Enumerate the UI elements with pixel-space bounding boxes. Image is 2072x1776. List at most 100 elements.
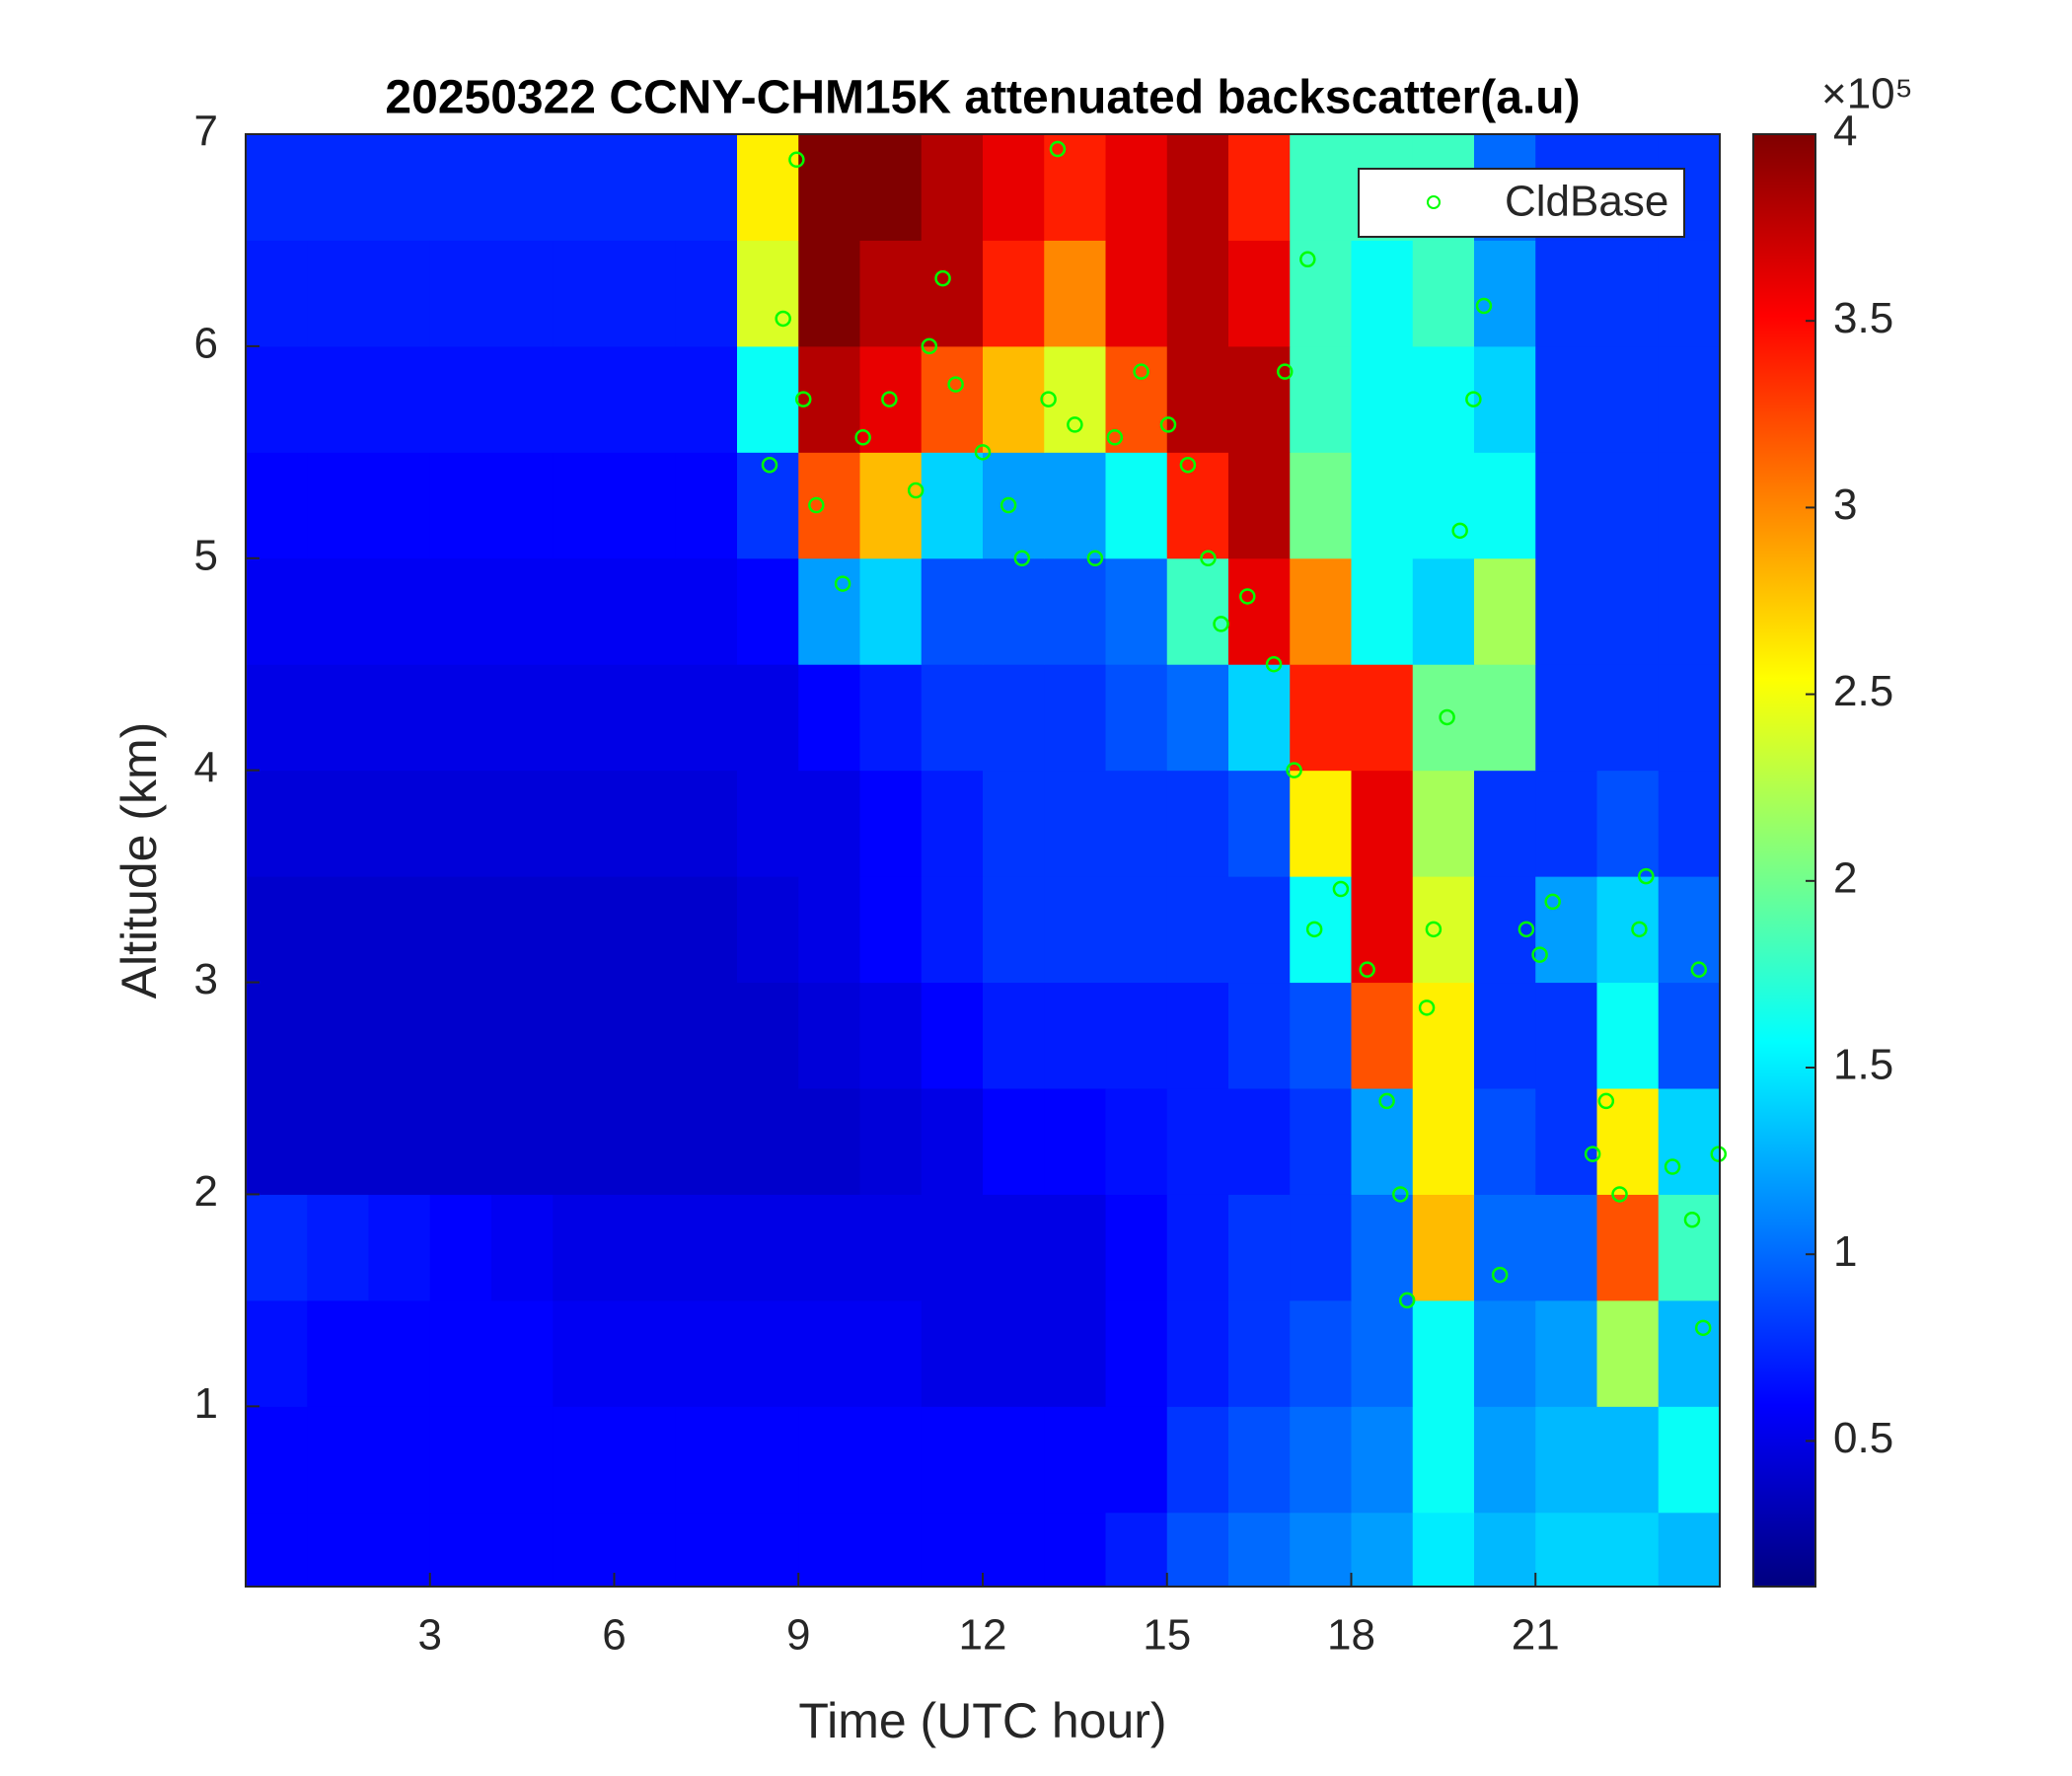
- heat-cell: [1044, 557, 1106, 665]
- heat-cell: [1228, 1406, 1291, 1514]
- cloud-base-point: [834, 575, 851, 592]
- heat-cell: [491, 134, 554, 241]
- heat-cell: [921, 452, 984, 559]
- heat-cell: [1412, 240, 1475, 347]
- heat-cell: [1166, 982, 1229, 1089]
- cloud-base-point: [934, 269, 951, 287]
- heat-cell: [246, 240, 308, 347]
- heat-cell: [675, 557, 738, 665]
- heat-cell: [737, 557, 799, 665]
- heat-cell: [491, 1512, 554, 1588]
- heat-cell: [614, 452, 677, 559]
- heat-cell: [983, 1406, 1045, 1514]
- heat-cell: [921, 557, 984, 665]
- colorbar-tick-label: 1.5: [1833, 1041, 1893, 1089]
- heat-cell: [368, 982, 431, 1089]
- heat-cell: [859, 1406, 923, 1514]
- heat-cell: [1166, 1088, 1229, 1195]
- heat-cell: [1474, 982, 1536, 1089]
- heat-cell: [921, 876, 984, 984]
- heat-cell: [921, 1088, 984, 1195]
- heat-cell: [1166, 1194, 1229, 1301]
- x-tick-label: 12: [959, 1611, 1007, 1660]
- y-tick-label: 5: [194, 531, 218, 579]
- heat-cell: [921, 664, 984, 772]
- heat-cell: [1658, 1088, 1721, 1195]
- heat-cell: [307, 1512, 369, 1588]
- heat-cell: [1166, 1299, 1229, 1407]
- heat-cell: [1535, 982, 1597, 1089]
- heat-cell: [1351, 557, 1414, 665]
- heat-cell: [1596, 876, 1660, 984]
- cloud-base-point: [1425, 921, 1443, 938]
- legend-label: CldBase: [1505, 178, 1668, 226]
- cloud-base-point: [1475, 297, 1493, 315]
- cloud-base-point: [1710, 1146, 1728, 1162]
- heat-cell: [675, 1406, 738, 1514]
- heat-cell: [368, 240, 431, 347]
- heat-cell: [307, 345, 369, 453]
- heat-cell: [859, 1512, 923, 1588]
- heat-cell: [1474, 1299, 1536, 1407]
- cloud-base-point: [1332, 880, 1350, 898]
- heat-cell: [1044, 134, 1106, 241]
- cloud-base-point: [1439, 708, 1455, 726]
- heat-cell: [1474, 1512, 1536, 1588]
- cloud-base-point: [999, 496, 1017, 514]
- heat-cell: [859, 452, 923, 559]
- heat-cell: [798, 770, 860, 877]
- heat-cell: [983, 240, 1045, 347]
- x-tick-label: 18: [1327, 1611, 1375, 1660]
- heat-cell: [1351, 770, 1414, 877]
- heat-cell: [1105, 557, 1168, 665]
- heat-cell: [1166, 664, 1229, 772]
- cloud-base-point: [1277, 363, 1294, 380]
- heat-cell: [921, 1406, 984, 1514]
- heat-cell: [859, 1088, 923, 1195]
- heat-cell: [368, 664, 431, 772]
- cloud-base-point: [788, 151, 805, 169]
- heat-cell: [1166, 1512, 1229, 1588]
- heat-cell: [307, 134, 369, 241]
- heat-cell: [983, 982, 1045, 1089]
- heat-cell: [921, 770, 984, 877]
- cloud-base-point: [921, 337, 938, 355]
- heat-cell: [798, 876, 860, 984]
- heat-cell: [983, 1194, 1045, 1301]
- heat-cell: [1412, 1194, 1475, 1301]
- cloud-base-point: [1597, 1092, 1615, 1110]
- cloud-base-point: [854, 429, 871, 446]
- heat-cell: [983, 770, 1045, 877]
- heat-cell: [1535, 345, 1597, 453]
- heat-cell: [859, 134, 923, 241]
- colorbar-tick-label: 2.5: [1833, 667, 1893, 715]
- heat-cell: [429, 1299, 492, 1407]
- heat-cell: [614, 1194, 677, 1301]
- heat-cell: [983, 1088, 1045, 1195]
- heat-cell: [491, 876, 554, 984]
- heat-cell: [1596, 664, 1660, 772]
- heat-cell: [1044, 982, 1106, 1089]
- heat-cell: [1228, 982, 1291, 1089]
- heat-cell: [307, 770, 369, 877]
- heat-cell: [859, 770, 923, 877]
- heat-cell: [675, 770, 738, 877]
- y-tick-label: 4: [194, 743, 218, 791]
- heat-cell: [429, 664, 492, 772]
- heat-cell: [368, 345, 431, 453]
- heat-cell: [737, 1512, 799, 1588]
- heat-cell: [614, 770, 677, 877]
- heat-cell: [1596, 770, 1660, 877]
- cloud-base-point: [1638, 867, 1655, 885]
- x-tick-label: 15: [1143, 1611, 1191, 1660]
- heat-cell: [1105, 664, 1168, 772]
- heat-cell: [1105, 345, 1168, 453]
- heat-cell: [1228, 452, 1291, 559]
- heat-cell: [737, 770, 799, 877]
- heat-cell: [798, 982, 860, 1089]
- heat-cell: [553, 1088, 615, 1195]
- cloud-base-point: [1378, 1092, 1395, 1110]
- heat-cell: [1658, 452, 1721, 559]
- heat-cell: [1290, 1299, 1352, 1407]
- heat-cell: [491, 452, 554, 559]
